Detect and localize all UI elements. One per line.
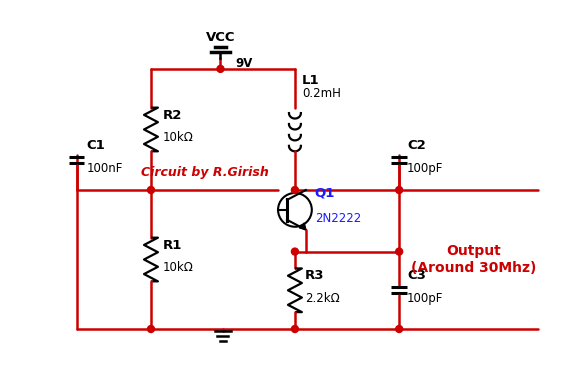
Circle shape <box>291 248 299 255</box>
Text: L1: L1 <box>302 74 320 87</box>
Circle shape <box>291 326 299 333</box>
Text: 2.2kΩ: 2.2kΩ <box>305 292 340 305</box>
Text: R2: R2 <box>163 109 182 121</box>
Circle shape <box>396 326 402 333</box>
Text: Q1: Q1 <box>315 187 335 200</box>
Text: Circuit by R.Girish: Circuit by R.Girish <box>141 166 269 179</box>
Circle shape <box>396 248 402 255</box>
Text: C2: C2 <box>407 139 426 152</box>
Text: R3: R3 <box>305 269 324 282</box>
Circle shape <box>148 326 154 333</box>
Text: 2N2222: 2N2222 <box>315 212 361 225</box>
Text: C3: C3 <box>407 269 426 282</box>
Polygon shape <box>299 223 306 230</box>
Text: Output
(Around 30Mhz): Output (Around 30Mhz) <box>411 244 536 275</box>
Text: C1: C1 <box>87 139 105 152</box>
Text: 9V: 9V <box>235 58 253 70</box>
Text: VCC: VCC <box>206 31 235 44</box>
Circle shape <box>217 65 224 72</box>
Circle shape <box>291 187 299 194</box>
Circle shape <box>396 187 402 194</box>
Text: 10kΩ: 10kΩ <box>163 262 194 275</box>
Text: 100pF: 100pF <box>407 292 443 305</box>
Circle shape <box>148 187 154 194</box>
Text: 100nF: 100nF <box>87 162 123 175</box>
Text: 0.2mH: 0.2mH <box>302 87 341 100</box>
Text: 10kΩ: 10kΩ <box>163 131 194 144</box>
Text: 100pF: 100pF <box>407 162 443 175</box>
Text: R1: R1 <box>163 238 182 252</box>
